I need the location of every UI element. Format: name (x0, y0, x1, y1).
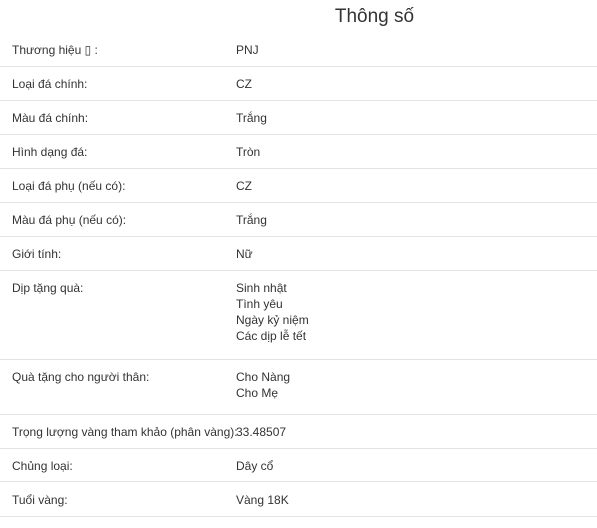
spec-row: Thương hiệu ▯ : PNJ (0, 33, 597, 67)
spec-row: Dịp tặng quà: Sinh nhật Tình yêu Ngày kỷ ni… (0, 271, 597, 360)
spec-value-line: PNJ (236, 43, 259, 57)
spec-value: Dây cổ (236, 458, 273, 474)
spec-value: PNJ (236, 42, 259, 58)
spec-label: Màu đá phụ (nếu có): (12, 213, 127, 227)
spec-value-line: CZ (236, 179, 252, 193)
spec-label: Loại đá phụ (nếu có): (12, 179, 126, 193)
spec-value: Nữ (236, 246, 253, 262)
section-title: Thông số (334, 6, 415, 27)
spec-value-line: Cho Mẹ (236, 386, 279, 400)
spec-row: Tuổi vàng: Vàng 18K (0, 482, 597, 517)
spec-row: Quà tặng cho người thân: Cho Nàng Cho Mẹ (0, 360, 597, 415)
spec-value-line: CZ (236, 77, 252, 91)
spec-value: 33.48507 (236, 424, 286, 440)
spec-value-line: Nữ (236, 247, 253, 261)
spec-label: Tuổi vàng: (12, 493, 68, 507)
spec-value: Cho Nàng Cho Mẹ (236, 369, 290, 401)
spec-value-line: Các dịp lễ tết (236, 329, 307, 343)
spec-value-line: Trắng (236, 213, 267, 227)
spec-row: Trọng lượng vàng tham khảo (phân vàng): 3… (0, 415, 597, 449)
spec-value-line: Sinh nhật (236, 281, 287, 295)
spec-value: Trắng (236, 110, 267, 126)
spec-value-line: 33.48507 (236, 425, 287, 439)
spec-row: Loại đá phụ (nếu có): CZ (0, 169, 597, 203)
spec-value-line: Ngày kỷ niệm (236, 313, 309, 327)
spec-label: Chủng loại: (12, 459, 73, 473)
spec-value-line: Trắng (236, 111, 267, 125)
spec-value-line: Cho Nàng (236, 370, 291, 384)
spec-label: Thương hiệu ▯ : (12, 43, 98, 57)
spec-label: Dịp tặng quà: (12, 281, 84, 295)
spec-value-line: Dây cổ (236, 459, 274, 473)
spec-label: Quà tặng cho người thân: (12, 370, 150, 384)
spec-label: Trọng lượng vàng tham khảo (phân vàng): (12, 425, 238, 439)
spec-value-line: Tình yêu (236, 297, 283, 311)
spec-value-line: Tròn (236, 145, 261, 159)
spec-row: Chủng loại: Dây cổ (0, 449, 597, 482)
spec-value: Trắng (236, 212, 267, 228)
spec-value: Tròn (236, 144, 260, 160)
spec-value: CZ (236, 178, 252, 194)
spec-row: Giới tính: Nữ (0, 237, 597, 271)
spec-value: CZ (236, 76, 252, 92)
spec-label: Màu đá chính: (12, 111, 89, 125)
spec-row: Màu đá phụ (nếu có): Trắng (0, 203, 597, 237)
spec-label: Giới tính: (12, 247, 62, 261)
spec-label: Loại đá chính: (12, 77, 88, 91)
spec-value: Vàng 18K (236, 492, 289, 508)
spec-value: Sinh nhật Tình yêu Ngày kỷ niệm Các dịp lễ … (236, 280, 309, 344)
spec-row: Hình dạng đá: Tròn (0, 135, 597, 169)
spec-value-line: Vàng 18K (236, 493, 289, 507)
spec-table: Thương hiệu ▯ : PNJ Loại đá chính: CZ Màu đá… (0, 33, 597, 517)
spec-row: Màu đá chính: Trắng (0, 101, 597, 135)
spec-label: Hình dạng đá: (12, 145, 88, 159)
spec-row: Loại đá chính: CZ (0, 67, 597, 101)
